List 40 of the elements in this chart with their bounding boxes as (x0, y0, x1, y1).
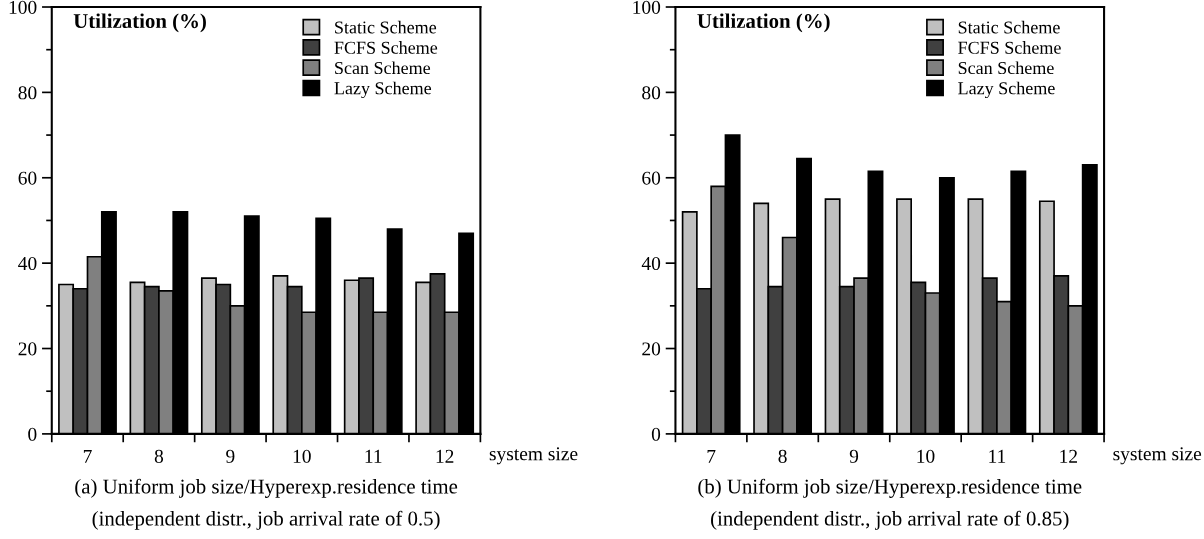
text: (independent distr., job arrival rate of 0.85) (711, 510, 1069, 530)
y-tick-label: 0 (28, 427, 37, 441)
x-tick-label: 12 (1060, 449, 1077, 463)
y-tick-label: 40 (18, 256, 37, 271)
y-tick-label: 100 (9, 0, 37, 14)
x-tick-label: 12 (436, 449, 454, 463)
y-tick-label: 80 (642, 86, 661, 100)
legend-label: FCFS Scheme (958, 41, 1061, 54)
x-axis-title: system size (489, 447, 578, 465)
legend-label: Scan Scheme (958, 61, 1054, 75)
x-tick-label: 9 (849, 449, 859, 463)
text: (a) Uniform job size/Hyperexp.residence time (75, 478, 458, 498)
x-tick-label: 8 (154, 449, 164, 463)
y-tick-label: 100 (633, 0, 661, 14)
x-tick-label: 8 (778, 449, 787, 463)
x-tick-label: 7 (707, 449, 716, 463)
x-tick-label: 10 (293, 449, 311, 463)
y-tick-label: 60 (18, 171, 37, 185)
y-axis-title: Utilization (%) (697, 13, 830, 33)
legend-label: Scan Scheme (335, 61, 431, 75)
x-tick-label: 10 (917, 449, 935, 463)
legend-label: Static Scheme (335, 20, 437, 34)
y-tick-label: 80 (18, 86, 37, 100)
y-tick-label: 60 (642, 171, 661, 185)
x-tick-label: 9 (226, 449, 235, 463)
y-axis-title: Utilization (%) (73, 13, 206, 33)
y-tick-label: 20 (18, 342, 37, 356)
legend-label: Lazy Scheme (334, 81, 432, 99)
legend-label: Static Scheme (958, 20, 1060, 34)
x-tick-label: 11 (989, 449, 1006, 463)
text: (independent distr., job arrival rate of 0.5) (92, 510, 440, 530)
x-tick-label: 7 (83, 449, 92, 463)
x-tick-label: 11 (365, 449, 382, 463)
legend-label: FCFS Scheme (334, 41, 438, 54)
legend-label: Lazy Scheme (958, 81, 1055, 99)
y-tick-label: 20 (642, 342, 661, 356)
y-tick-label: 0 (651, 427, 661, 441)
x-axis-title: system size (1113, 447, 1202, 465)
y-tick-label: 40 (641, 256, 661, 271)
text: (b) Uniform job size/Hyperexp.residence time (698, 478, 1082, 498)
